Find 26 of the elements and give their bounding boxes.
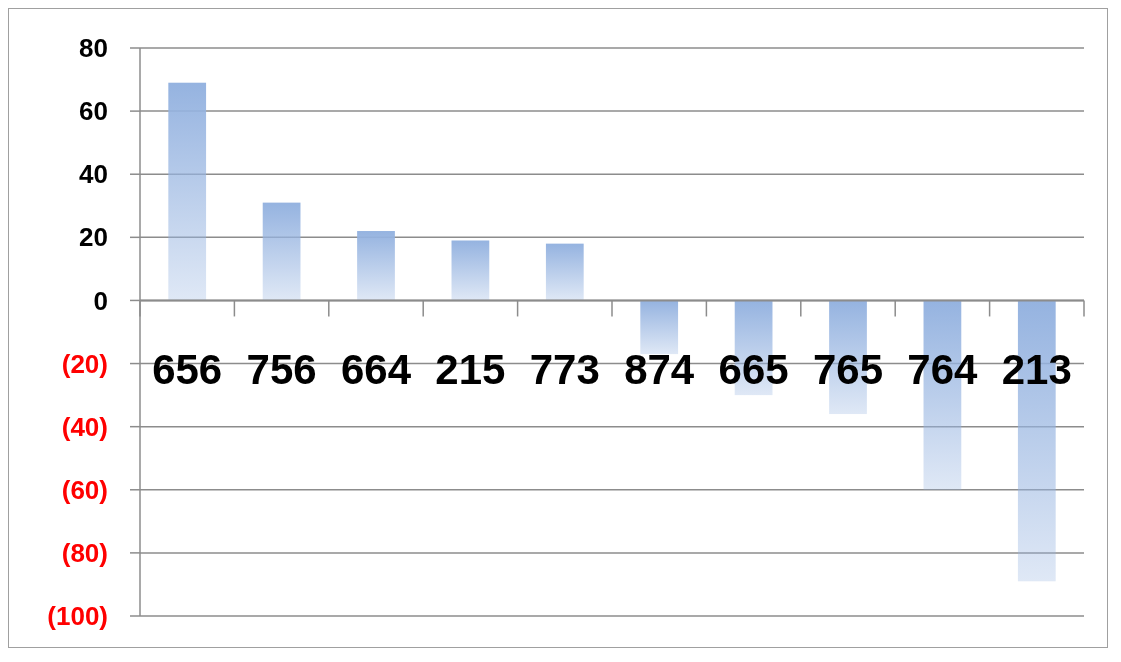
bar: [357, 231, 395, 301]
x-tick-label: 215: [435, 346, 506, 394]
y-tick-label: 80: [79, 33, 108, 64]
x-tick-label: 213: [1001, 346, 1072, 394]
y-tick-label: 0: [93, 285, 108, 316]
y-tick-label: (80): [61, 537, 108, 568]
y-tick-label: 60: [79, 96, 108, 127]
bar: [262, 202, 301, 301]
bar: [168, 82, 207, 301]
x-tick-label: 664: [340, 346, 412, 394]
x-tick-label: 773: [529, 346, 600, 394]
y-tick-label: (100): [47, 601, 108, 632]
y-tick-label: 20: [79, 222, 108, 253]
y-tick-label: (20): [61, 348, 108, 379]
x-tick-label: 764: [907, 346, 979, 394]
x-tick-label: 756: [246, 346, 317, 394]
y-tick-label: (60): [61, 474, 108, 505]
x-tick-label: 874: [624, 346, 695, 394]
x-tick-label: 765: [812, 346, 884, 394]
x-tick-label: 665: [718, 346, 789, 394]
bar: [640, 300, 679, 355]
bar: [451, 240, 490, 301]
bar: [545, 243, 584, 301]
x-tick-label: 656: [152, 346, 223, 394]
y-tick-label: 40: [79, 159, 108, 190]
y-tick-label: (40): [61, 411, 108, 442]
